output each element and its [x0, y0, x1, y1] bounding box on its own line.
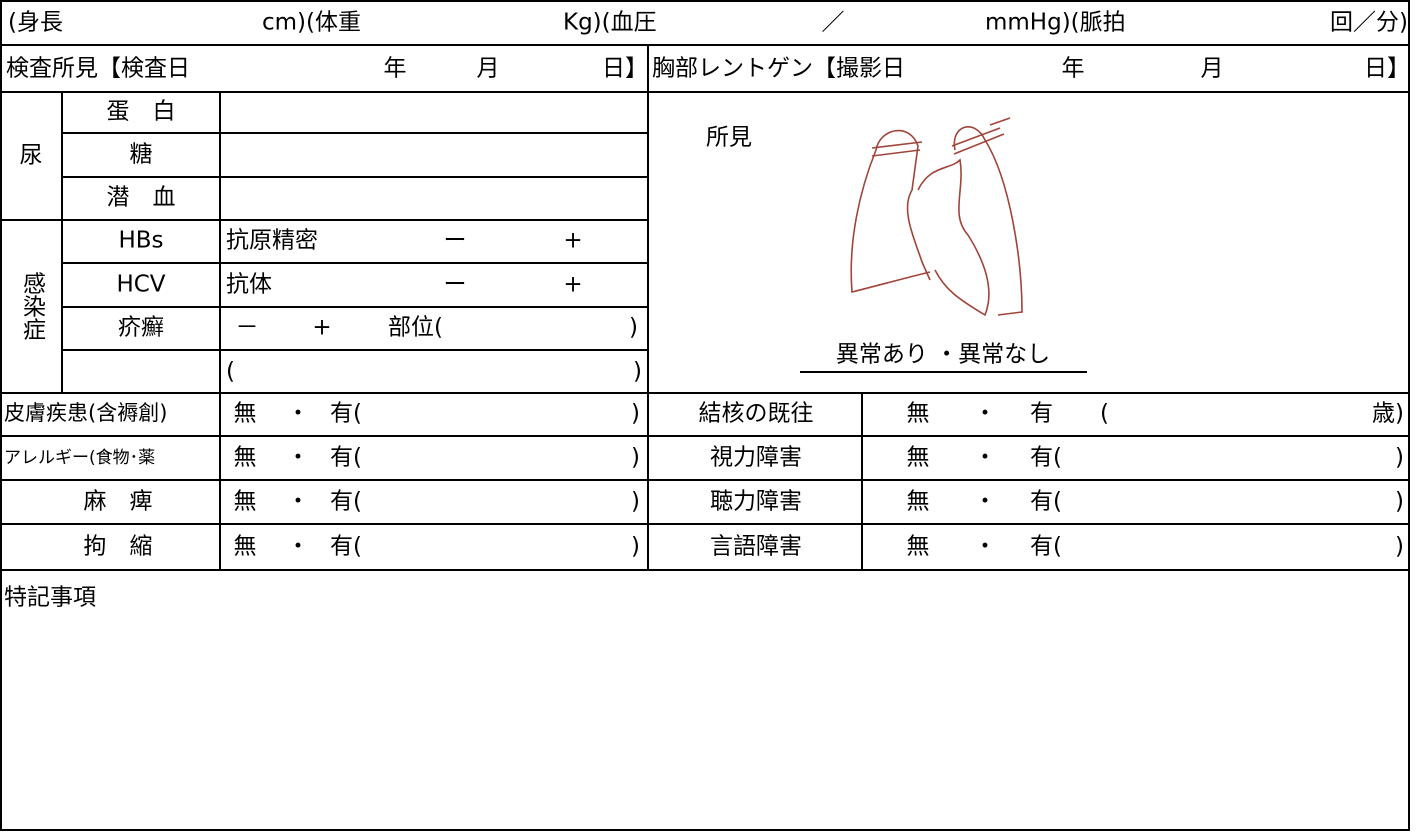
- condition-label: 拘 縮: [84, 534, 153, 560]
- vital-label: ／: [822, 10, 845, 36]
- option: ): [631, 534, 640, 560]
- item-label: HCV: [116, 272, 165, 298]
- header-label: 日】: [602, 56, 648, 82]
- vital-label: Kg)(血圧: [563, 10, 657, 36]
- option: (: [1100, 401, 1109, 427]
- option: 有(: [330, 534, 362, 560]
- header-label: 検査所見【検査日: [6, 56, 190, 82]
- grid: [0, 44, 1410, 571]
- option: ー: [444, 272, 467, 298]
- option: 歳): [1372, 401, 1404, 427]
- option: 有(: [1030, 489, 1062, 515]
- option: 無: [234, 401, 257, 427]
- option: ): [631, 401, 640, 427]
- option: 有(: [330, 489, 362, 515]
- option: +: [563, 272, 582, 298]
- header-label: 月: [1201, 56, 1224, 82]
- header-label: 月: [477, 56, 500, 82]
- option: ): [631, 489, 640, 515]
- condition-label: 視力障害: [710, 445, 802, 471]
- option: ・: [974, 489, 997, 515]
- option: 有(: [1030, 445, 1062, 471]
- item-label: HBs: [118, 228, 163, 254]
- header-label: 胸部レントゲン【撮影日: [652, 56, 905, 82]
- vital-label: (身長: [8, 10, 63, 36]
- condition-label: 皮膚疾患(含褥創): [4, 401, 167, 425]
- vital-label: mmHg)(脈拍: [985, 10, 1126, 36]
- item-label: 糖: [130, 142, 153, 168]
- item-label: 潜 血: [107, 185, 176, 211]
- notes-label: 特記事項: [4, 585, 96, 611]
- header-label: 日】: [1364, 56, 1410, 82]
- option: ): [1395, 489, 1404, 515]
- option: －: [236, 315, 259, 341]
- option: ): [629, 315, 638, 341]
- item-label: 疥癬: [118, 315, 164, 341]
- option: 有: [1030, 401, 1053, 427]
- option: ・: [287, 445, 310, 471]
- option: 無: [234, 534, 257, 560]
- option: (: [226, 359, 235, 385]
- option: ): [631, 445, 640, 471]
- option: 部位(: [388, 315, 443, 341]
- condition-label: 麻 痺: [84, 489, 153, 515]
- option: ・: [974, 534, 997, 560]
- option: 無: [907, 445, 930, 471]
- test-label: 抗体: [226, 272, 272, 298]
- option: ・: [974, 445, 997, 471]
- header-label: 年: [1062, 56, 1085, 82]
- option: 有(: [1030, 534, 1062, 560]
- option: ): [1395, 445, 1404, 471]
- option: 有(: [330, 445, 362, 471]
- option: 無: [234, 489, 257, 515]
- option: ・: [287, 489, 310, 515]
- lung-drawing: [850, 117, 1023, 317]
- option: 無: [907, 401, 930, 427]
- section-label: 感染症: [19, 272, 47, 341]
- vital-label: cm)(体重: [262, 10, 361, 36]
- option: 有(: [330, 401, 362, 427]
- option: ・: [287, 534, 310, 560]
- condition-label: 言語障害: [710, 534, 802, 560]
- option: ー: [444, 228, 467, 254]
- option: ・: [974, 401, 997, 427]
- option: ・: [287, 401, 310, 427]
- findings-label: 所見: [706, 125, 752, 151]
- option: ): [1395, 534, 1404, 560]
- option: 無: [907, 534, 930, 560]
- item-label: 蛋 白: [107, 99, 176, 125]
- section-label: 尿: [20, 143, 43, 169]
- option: +: [563, 228, 582, 254]
- option: +: [312, 315, 331, 341]
- test-label: 抗原精密: [226, 228, 318, 254]
- header-label: 年: [384, 56, 407, 82]
- condition-label: 聴力障害: [710, 489, 802, 515]
- xray-result: 異常あり ・異常なし: [836, 342, 1050, 368]
- vital-label: 回／分): [1330, 10, 1408, 36]
- option: ): [633, 359, 642, 385]
- condition-label: アレルギー(食物･薬: [4, 448, 155, 468]
- condition-label: 結核の既往: [699, 401, 814, 427]
- option: 無: [907, 489, 930, 515]
- option: 無: [234, 445, 257, 471]
